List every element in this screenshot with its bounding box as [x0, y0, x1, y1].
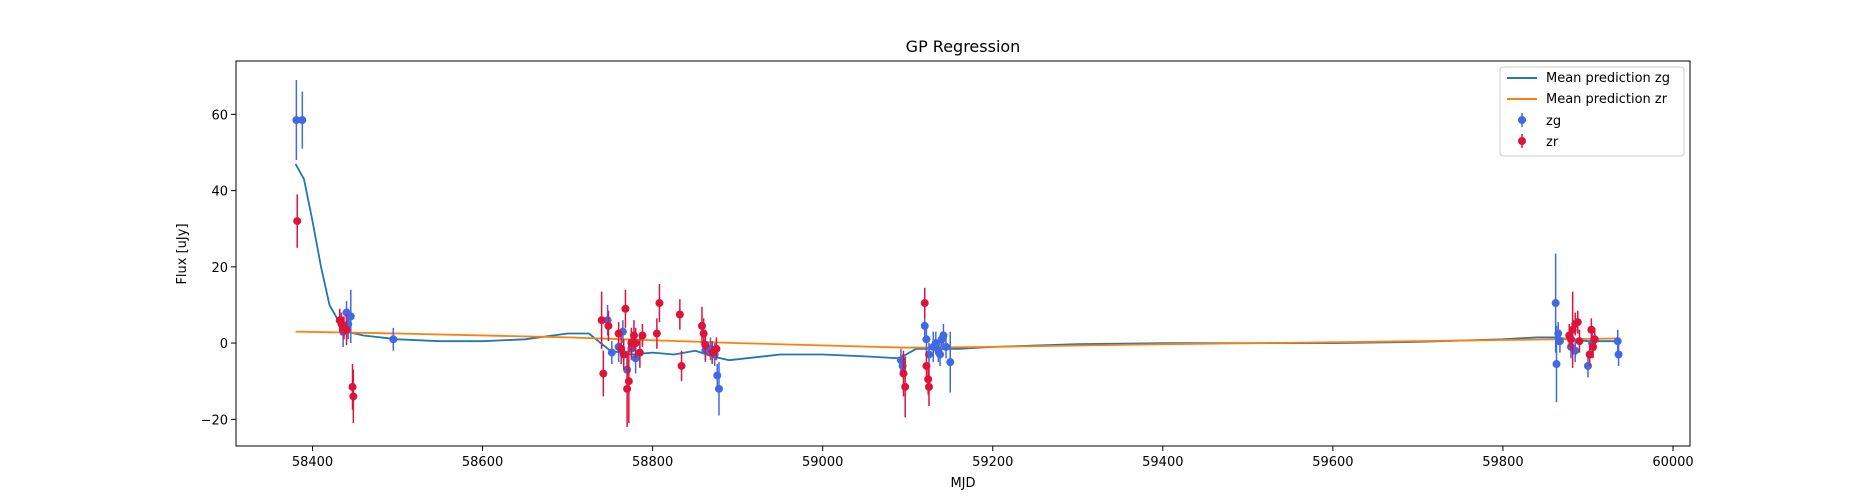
data-point-zr	[1589, 342, 1598, 351]
x-tick-label: 59200	[972, 455, 1013, 470]
x-tick-label: 59600	[1312, 455, 1353, 470]
data-point-zg	[346, 312, 355, 321]
data-point-zr	[1573, 318, 1582, 327]
x-tick-label: 60000	[1652, 455, 1693, 470]
y-tick-label: 20	[211, 261, 228, 276]
data-point-zg	[389, 335, 398, 344]
data-point-zr	[901, 382, 910, 391]
data-point-zg	[607, 348, 616, 357]
data-point-zr	[631, 339, 640, 348]
data-point-zr	[638, 331, 647, 340]
data-point-zg	[941, 342, 950, 351]
data-point-zg	[1613, 337, 1622, 346]
data-point-zr	[699, 329, 708, 338]
data-point-zg	[1614, 350, 1623, 359]
data-point-zr	[624, 377, 633, 386]
data-point-zg	[922, 335, 931, 344]
data-point-zr	[652, 329, 661, 338]
data-point-zg	[1551, 299, 1560, 308]
data-point-zr	[655, 299, 664, 308]
data-point-zr	[899, 369, 908, 378]
data-point-zg	[946, 358, 955, 367]
data-point-zg	[292, 116, 301, 125]
data-point-zr	[1575, 337, 1584, 346]
y-tick-label: 60	[211, 108, 228, 123]
data-point-zg	[1583, 361, 1592, 370]
plot-frame	[235, 60, 1691, 447]
legend-label-zg-mean: Mean prediction zg	[1546, 71, 1670, 86]
data-point-zr	[597, 316, 606, 325]
data-point-zr	[1585, 350, 1594, 359]
series-line-zr	[295, 330, 1618, 349]
x-tick-label: 58800	[632, 455, 673, 470]
data-point-zr	[349, 392, 358, 401]
data-point-zr	[924, 382, 933, 391]
legend-marker-zg	[1518, 116, 1526, 124]
data-point-zr	[675, 310, 684, 319]
data-point-zr	[619, 350, 628, 359]
data-point-zr	[348, 382, 357, 391]
legend: Mean prediction zg Mean prediction zr zg…	[1499, 66, 1685, 157]
x-axis-ticks: 58400 58600 58800 59000 59200 59400 59600 59800…	[292, 446, 1694, 470]
data-point-zg	[1552, 360, 1561, 369]
data-point-zr	[1566, 335, 1575, 344]
y-tick-label: 40	[211, 185, 228, 200]
data-point-zr	[712, 344, 721, 353]
x-axis-label: MJD	[950, 476, 975, 491]
data-point-zg	[298, 116, 307, 125]
x-tick-label: 59000	[802, 455, 843, 470]
data-point-zr	[623, 384, 632, 393]
data-point-zg	[1555, 337, 1564, 346]
x-tick-label: 59800	[1482, 455, 1523, 470]
data-point-zr	[342, 325, 351, 334]
x-tick-label: 59400	[1142, 455, 1183, 470]
data-point-zr	[677, 361, 686, 370]
data-point-zg	[920, 321, 929, 330]
series-line-zg	[294, 163, 1618, 362]
data-point-zr	[599, 369, 608, 378]
y-tick-label: 0	[220, 337, 228, 352]
data-point-zr	[701, 340, 710, 349]
data-point-zr	[1590, 335, 1599, 344]
y-tick-label: −20	[201, 413, 228, 428]
chart-title: GP Regression	[906, 37, 1021, 56]
data-point-zg	[1554, 329, 1563, 338]
data-point-zr	[697, 321, 706, 330]
errorbar-series-zg	[292, 80, 1623, 416]
x-tick-label: 58600	[462, 455, 503, 470]
data-point-zr	[635, 348, 644, 357]
x-tick-label: 58400	[292, 455, 333, 470]
data-point-zg	[936, 350, 945, 359]
data-point-zr	[293, 217, 302, 226]
errorbar-series-zr	[293, 194, 1599, 427]
data-point-zr	[604, 321, 613, 330]
data-point-zr	[924, 375, 933, 384]
plot-area	[292, 80, 1623, 427]
data-point-zr	[621, 304, 630, 313]
legend-label-zg: zg	[1546, 114, 1561, 129]
legend-box	[1499, 66, 1685, 157]
legend-label-zr: zr	[1546, 135, 1559, 150]
data-point-zr	[920, 299, 929, 308]
data-point-zr	[1587, 325, 1596, 334]
legend-label-zr-mean: Mean prediction zr	[1546, 92, 1668, 107]
data-point-zg	[714, 384, 723, 393]
legend-marker-zr	[1518, 137, 1526, 145]
data-point-zr	[629, 331, 638, 340]
y-axis-label: Flux [uJy]	[175, 223, 190, 284]
data-point-zg	[713, 371, 722, 380]
y-axis-ticks: −20 0 20 40 60	[201, 108, 236, 428]
